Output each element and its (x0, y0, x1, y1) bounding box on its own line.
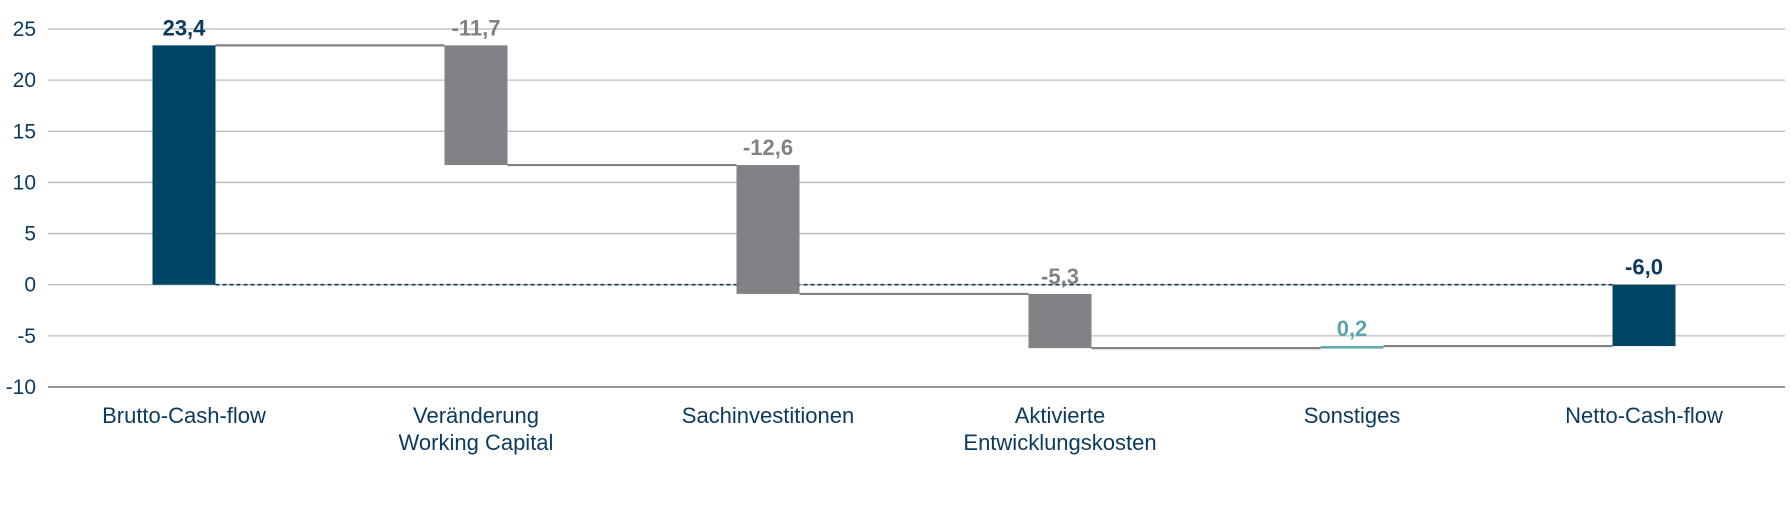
bar (1028, 293, 1092, 349)
category-label: Veränderung Working Capital (399, 403, 554, 455)
y-tick-label: -5 (17, 325, 36, 348)
category-label: Aktivierte Entwicklungskosten (963, 403, 1156, 455)
data-label: -5,3 (1041, 264, 1079, 289)
data-label: -12,6 (743, 135, 793, 160)
data-labels: 23,4 -11,7 -12,6 -5,3 0,2 -6,0 (163, 15, 1663, 341)
data-label: -6,0 (1625, 255, 1663, 280)
category-label: Sachinvestitionen (682, 403, 854, 428)
x-axis: Brutto-Cash-flow Veränderung Working Capit… (102, 403, 1723, 455)
data-label: 23,4 (163, 15, 207, 40)
y-tick-label: 5 (24, 223, 36, 246)
data-label: -11,7 (452, 15, 501, 40)
bar (736, 165, 800, 294)
y-tick-label: 25 (13, 18, 36, 41)
y-tick-label: 10 (13, 171, 36, 194)
bar (152, 45, 216, 285)
bar (444, 45, 508, 166)
bars (152, 45, 1676, 349)
category-label: Sonstiges (1304, 403, 1401, 428)
y-tick-label: -10 (6, 376, 36, 399)
y-axis: 25 20 15 10 5 0 -5 -10 (6, 18, 36, 399)
y-tick-label: 0 (24, 274, 36, 297)
y-tick-label: 20 (13, 69, 36, 92)
bar (1320, 346, 1384, 349)
connectors (215, 44, 1613, 350)
y-tick-label: 15 (13, 120, 36, 143)
category-label: Netto-Cash-flow (1565, 403, 1723, 428)
grid-layer (48, 28, 1785, 388)
category-label: Brutto-Cash-flow (102, 403, 266, 428)
bar (1612, 284, 1676, 347)
data-label: 0,2 (1337, 316, 1368, 341)
